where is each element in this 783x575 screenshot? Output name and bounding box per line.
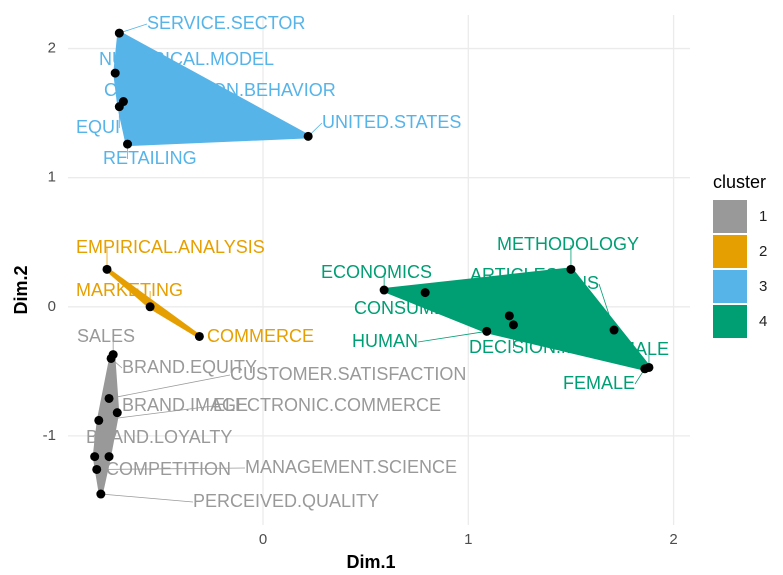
point-label: CUSTOMER.SATISFACTION	[230, 364, 466, 384]
cluster-hull	[113, 31, 311, 147]
point	[104, 452, 114, 462]
legend-label: 2	[759, 243, 767, 260]
point	[92, 464, 102, 474]
legend-key	[713, 235, 747, 268]
point-label: BRAND.LOYALTY	[86, 427, 232, 447]
point	[566, 264, 576, 274]
point-label: COMMERCE	[207, 326, 314, 346]
point	[644, 362, 654, 372]
x-tick-label: 1	[464, 531, 472, 548]
leader-line	[96, 467, 246, 470]
point-label: SERVICE.SECTOR	[147, 13, 305, 33]
point	[504, 311, 514, 321]
point	[112, 408, 122, 418]
point	[420, 288, 430, 298]
point	[194, 331, 204, 341]
point	[96, 489, 106, 499]
point	[102, 264, 112, 274]
point	[114, 102, 124, 112]
point	[110, 68, 120, 78]
point-label: PERCEIVED.QUALITY	[193, 491, 379, 511]
point	[379, 285, 389, 295]
point-label: ECONOMICS	[321, 262, 432, 282]
legend-key	[713, 305, 747, 338]
legend-label: 1	[759, 208, 767, 225]
cluster-hull	[105, 267, 202, 339]
leader-line	[119, 23, 148, 34]
point	[303, 131, 313, 141]
y-tick-label: 2	[48, 40, 56, 57]
grid: 0 1 2 -1 0 1 2	[43, 15, 690, 548]
legend-key	[713, 200, 747, 233]
point-label: SALES	[77, 326, 135, 346]
point	[104, 393, 114, 403]
point	[90, 452, 100, 462]
point-label: MANAGEMENT.SCIENCE	[245, 457, 457, 477]
x-tick-label: 0	[259, 531, 267, 548]
leader-line	[100, 493, 194, 503]
point	[94, 415, 104, 425]
legend: cluster 1 2 3 4	[713, 172, 767, 338]
y-axis-label: Dim.2	[11, 265, 31, 314]
legend-label: 4	[759, 313, 767, 330]
point	[482, 326, 492, 336]
point	[123, 139, 133, 149]
y-tick-label: 0	[48, 298, 56, 315]
x-axis-label: Dim.1	[346, 552, 395, 572]
legend-label: 3	[759, 278, 767, 295]
point-label: HUMAN	[352, 331, 418, 351]
y-tick-label: 1	[48, 169, 56, 186]
x-tick-label: 2	[669, 531, 677, 548]
point-label: UNITED.STATES	[322, 112, 461, 132]
point	[145, 302, 155, 312]
hulls	[92, 31, 651, 497]
leader-line	[417, 330, 487, 343]
point-label: BRAND.EQUITY	[122, 357, 257, 377]
point-label: EMPIRICAL.ANALYSIS	[76, 237, 265, 257]
point-label: FEMALE	[563, 373, 635, 393]
point	[508, 320, 518, 330]
leader-line	[108, 374, 231, 399]
legend-key	[713, 270, 747, 303]
point-label: RETAILING	[103, 148, 197, 168]
point	[609, 325, 619, 335]
point	[106, 353, 116, 363]
point-label: BRAND.IMAGE	[122, 395, 248, 415]
y-tick-label: -1	[43, 427, 56, 444]
legend-title: cluster	[713, 172, 766, 192]
points	[90, 28, 654, 499]
point-label: ELECTRONIC.COMMERCE	[213, 395, 441, 415]
point-label: METHODOLOGY	[497, 234, 639, 254]
point	[114, 28, 124, 38]
